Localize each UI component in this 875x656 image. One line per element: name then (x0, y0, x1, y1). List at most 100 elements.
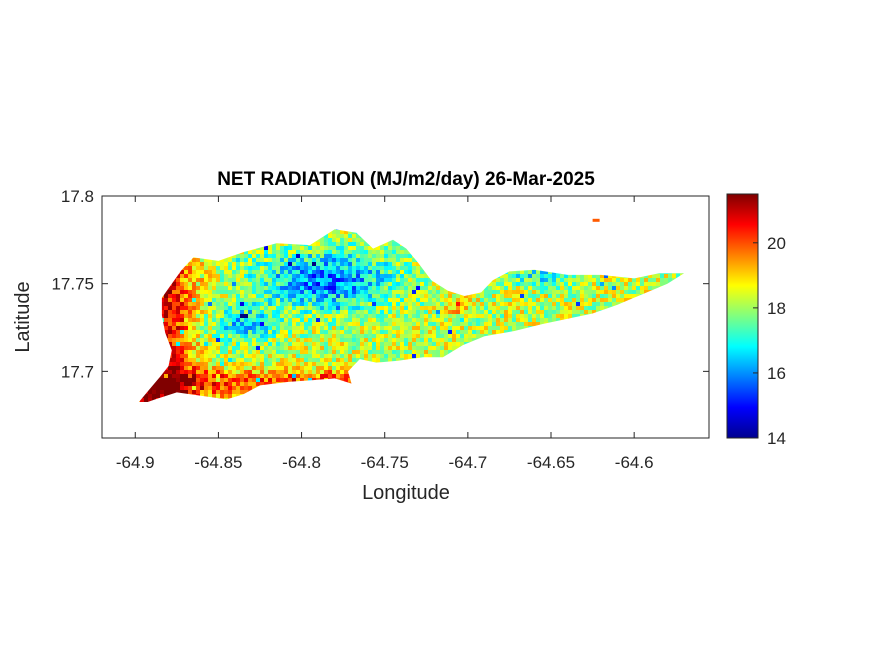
heatmap-cell (416, 334, 420, 338)
heatmap-cell (204, 262, 208, 266)
heatmap-cell (300, 290, 304, 294)
heatmap-cell (188, 306, 192, 310)
heatmap-cell (176, 342, 180, 346)
heatmap-cell (344, 294, 348, 298)
heatmap-cell (468, 298, 472, 302)
heatmap-cell (204, 270, 208, 274)
heatmap-cell (312, 294, 316, 298)
heatmap-cell (396, 246, 400, 250)
heatmap-cell (556, 314, 560, 318)
heatmap-cell (276, 342, 280, 346)
heatmap-cell (396, 322, 400, 326)
heatmap-cell (204, 266, 208, 270)
heatmap-cell (484, 322, 488, 326)
heatmap-cell (428, 354, 432, 358)
heatmap-cell (292, 270, 296, 274)
heatmap-cell (228, 314, 232, 318)
heatmap-cell (476, 310, 480, 314)
heatmap-cell (280, 306, 284, 310)
heatmap-cell (256, 346, 260, 350)
heatmap-cell (320, 294, 324, 298)
heatmap-cell (216, 286, 220, 290)
heatmap-cell (256, 338, 260, 342)
heatmap-cell (204, 362, 208, 366)
heatmap-cell (448, 298, 452, 302)
heatmap-cell (332, 234, 336, 238)
heatmap-cell (308, 326, 312, 330)
heatmap-cell (316, 310, 320, 314)
heatmap-cell (388, 326, 392, 330)
heatmap-cell (424, 282, 428, 286)
heatmap-cell (376, 322, 380, 326)
heatmap-cell (264, 294, 268, 298)
heatmap-cell (300, 246, 304, 250)
heatmap-cell (332, 266, 336, 270)
heatmap-cell (300, 362, 304, 366)
heatmap-cell (224, 306, 228, 310)
heatmap-cell (560, 294, 564, 298)
heatmap-cell (548, 318, 552, 322)
heatmap-cell (404, 302, 408, 306)
heatmap-cell (240, 286, 244, 290)
heatmap-cell (312, 362, 316, 366)
heatmap-cell (184, 322, 188, 326)
heatmap-cell (192, 358, 196, 362)
heatmap-cell (320, 314, 324, 318)
heatmap-cell (196, 282, 200, 286)
heatmap-cell (388, 274, 392, 278)
heatmap-cell (516, 294, 520, 298)
heatmap-cell (276, 266, 280, 270)
heatmap-cell (488, 302, 492, 306)
heatmap-cell (352, 238, 356, 242)
heatmap-cell (252, 266, 256, 270)
heatmap-cell (224, 350, 228, 354)
heatmap-cell (232, 278, 236, 282)
heatmap-cell (432, 322, 436, 326)
heatmap-cell (228, 286, 232, 290)
heatmap-cell (308, 254, 312, 258)
heatmap-cell (352, 290, 356, 294)
heatmap-cell (348, 270, 352, 274)
heatmap-cell (312, 290, 316, 294)
heatmap-cell (376, 250, 380, 254)
heatmap-cell (604, 302, 608, 306)
heatmap-cell (552, 274, 556, 278)
heatmap-cell (472, 322, 476, 326)
heatmap-cell (228, 338, 232, 342)
heatmap-cell (272, 298, 276, 302)
heatmap-cell (192, 278, 196, 282)
heatmap-cell (452, 302, 456, 306)
heatmap-cell (192, 258, 196, 262)
heatmap-cell (284, 338, 288, 342)
heatmap-cell (412, 286, 416, 290)
heatmap-cell (268, 270, 272, 274)
heatmap-cell (360, 330, 364, 334)
heatmap-cell (420, 338, 424, 342)
heatmap-cell (220, 294, 224, 298)
heatmap-cell (372, 258, 376, 262)
heatmap-cell (316, 266, 320, 270)
heatmap-cell (392, 250, 396, 254)
heatmap-cell (252, 290, 256, 294)
heatmap-cell (260, 290, 264, 294)
heatmap-cell (484, 298, 488, 302)
heatmap-cell (324, 278, 328, 282)
heatmap-cell (352, 258, 356, 262)
heatmap-cell (304, 346, 308, 350)
heatmap-cell (408, 326, 412, 330)
heatmap-cell (208, 294, 212, 298)
heatmap-cell (288, 358, 292, 362)
heatmap-cell (404, 354, 408, 358)
heatmap-cell (296, 338, 300, 342)
heatmap-cell (504, 290, 508, 294)
heatmap-cell (280, 338, 284, 342)
heatmap-cell (384, 266, 388, 270)
heatmap-cell (364, 286, 368, 290)
heatmap-cell (292, 294, 296, 298)
heatmap-cell (308, 274, 312, 278)
heatmap-cell (500, 326, 504, 330)
heatmap-cell (620, 298, 624, 302)
heatmap-cell (180, 278, 184, 282)
heatmap-cell (320, 302, 324, 306)
heatmap-cell (464, 302, 468, 306)
